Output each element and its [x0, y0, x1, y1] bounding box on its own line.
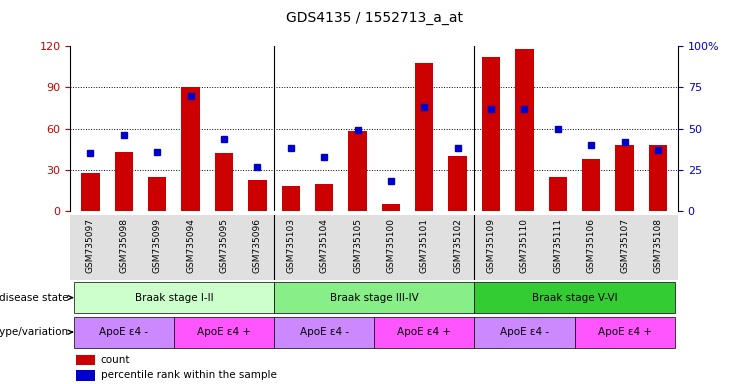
Bar [282, 187, 300, 211]
Text: disease state: disease state [0, 293, 73, 303]
Text: GSM735096: GSM735096 [253, 218, 262, 273]
Bar [182, 88, 200, 211]
Text: GSM735105: GSM735105 [353, 218, 362, 273]
Bar [474, 282, 674, 313]
Text: GSM735102: GSM735102 [453, 218, 462, 273]
Text: genotype/variation: genotype/variation [0, 327, 73, 337]
Bar [374, 316, 474, 348]
Bar [248, 180, 267, 211]
Text: GSM735103: GSM735103 [286, 218, 295, 273]
Text: Braak stage V-VI: Braak stage V-VI [532, 293, 617, 303]
Text: count: count [101, 355, 130, 365]
Bar [482, 57, 500, 211]
Text: GSM735098: GSM735098 [119, 218, 128, 273]
Text: GSM735111: GSM735111 [554, 218, 562, 273]
Text: GSM735108: GSM735108 [654, 218, 662, 273]
Text: GSM735097: GSM735097 [86, 218, 95, 273]
Bar [548, 177, 567, 211]
Bar [515, 49, 534, 211]
Bar [215, 153, 233, 211]
Text: GSM735100: GSM735100 [386, 218, 396, 273]
Bar [74, 316, 174, 348]
Bar [582, 159, 600, 211]
Text: ApoE ε4 -: ApoE ε4 - [299, 327, 349, 337]
Text: GSM735107: GSM735107 [620, 218, 629, 273]
Text: GSM735099: GSM735099 [153, 218, 162, 273]
Text: GSM735109: GSM735109 [487, 218, 496, 273]
Text: GSM735104: GSM735104 [319, 218, 328, 273]
Bar [315, 184, 333, 211]
Text: ApoE ε4 -: ApoE ε4 - [500, 327, 549, 337]
Text: ApoE ε4 -: ApoE ε4 - [99, 327, 148, 337]
Bar [348, 131, 367, 211]
Bar [616, 145, 634, 211]
Text: GSM735101: GSM735101 [420, 218, 429, 273]
Bar [274, 282, 474, 313]
Bar [74, 282, 274, 313]
Text: GSM735110: GSM735110 [520, 218, 529, 273]
Text: percentile rank within the sample: percentile rank within the sample [101, 370, 276, 381]
Text: GSM735094: GSM735094 [186, 218, 195, 273]
Bar [148, 177, 167, 211]
Text: ApoE ε4 +: ApoE ε4 + [597, 327, 651, 337]
Text: GSM735095: GSM735095 [219, 218, 228, 273]
Bar [115, 152, 133, 211]
Bar [76, 355, 95, 365]
Text: GDS4135 / 1552713_a_at: GDS4135 / 1552713_a_at [286, 11, 462, 25]
Text: ApoE ε4 +: ApoE ε4 + [197, 327, 251, 337]
Text: ApoE ε4 +: ApoE ε4 + [397, 327, 451, 337]
Bar [649, 145, 667, 211]
Bar [174, 316, 274, 348]
Text: Braak stage III-IV: Braak stage III-IV [330, 293, 419, 303]
Bar [448, 156, 467, 211]
Bar [474, 316, 574, 348]
Bar [82, 173, 99, 211]
Bar [76, 370, 95, 381]
Bar [382, 204, 400, 211]
Bar [274, 316, 374, 348]
Text: Braak stage I-II: Braak stage I-II [135, 293, 213, 303]
Bar [415, 63, 433, 211]
Text: GSM735106: GSM735106 [587, 218, 596, 273]
Bar [574, 316, 674, 348]
